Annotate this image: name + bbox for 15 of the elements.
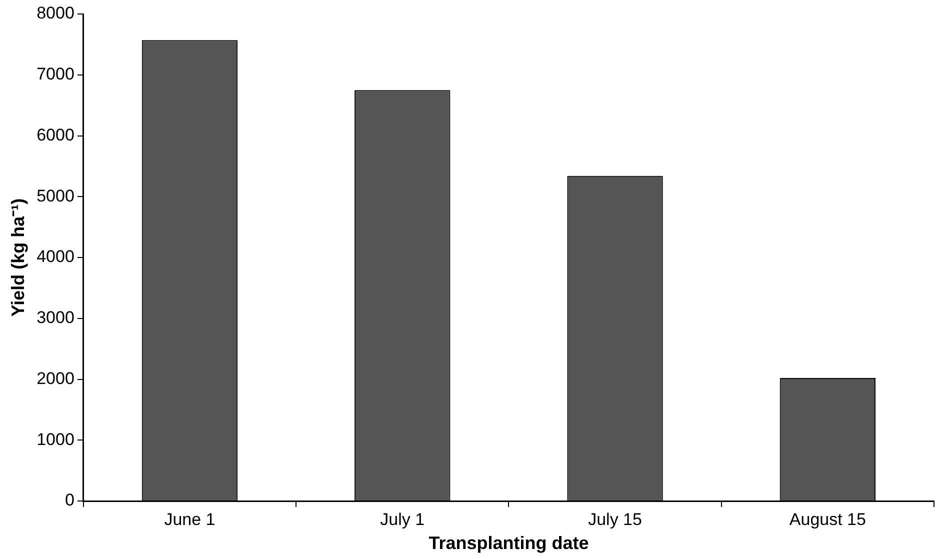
x-tick-label: June 1 [164,510,216,529]
y-tick-label: 3000 [36,308,74,328]
y-tick-label: 2000 [36,368,74,388]
x-axis-title: Transplanting date [428,533,589,554]
y-tick-label: 0 [64,490,74,510]
y-axis-title: Yield (kg ha⁻¹) [8,198,28,317]
y-tick-label: 7000 [36,64,74,84]
y-tick-label: 4000 [36,247,74,266]
y-tick-label: 1000 [36,430,74,449]
y-tick-label: 8000 [36,4,74,23]
y-tick-label: 6000 [36,125,74,144]
x-tick-label: July 15 [588,510,642,529]
x-tick-label: August 15 [789,510,866,529]
y-tick-label: 5000 [36,186,74,206]
x-tick-label: July 1 [380,510,425,529]
